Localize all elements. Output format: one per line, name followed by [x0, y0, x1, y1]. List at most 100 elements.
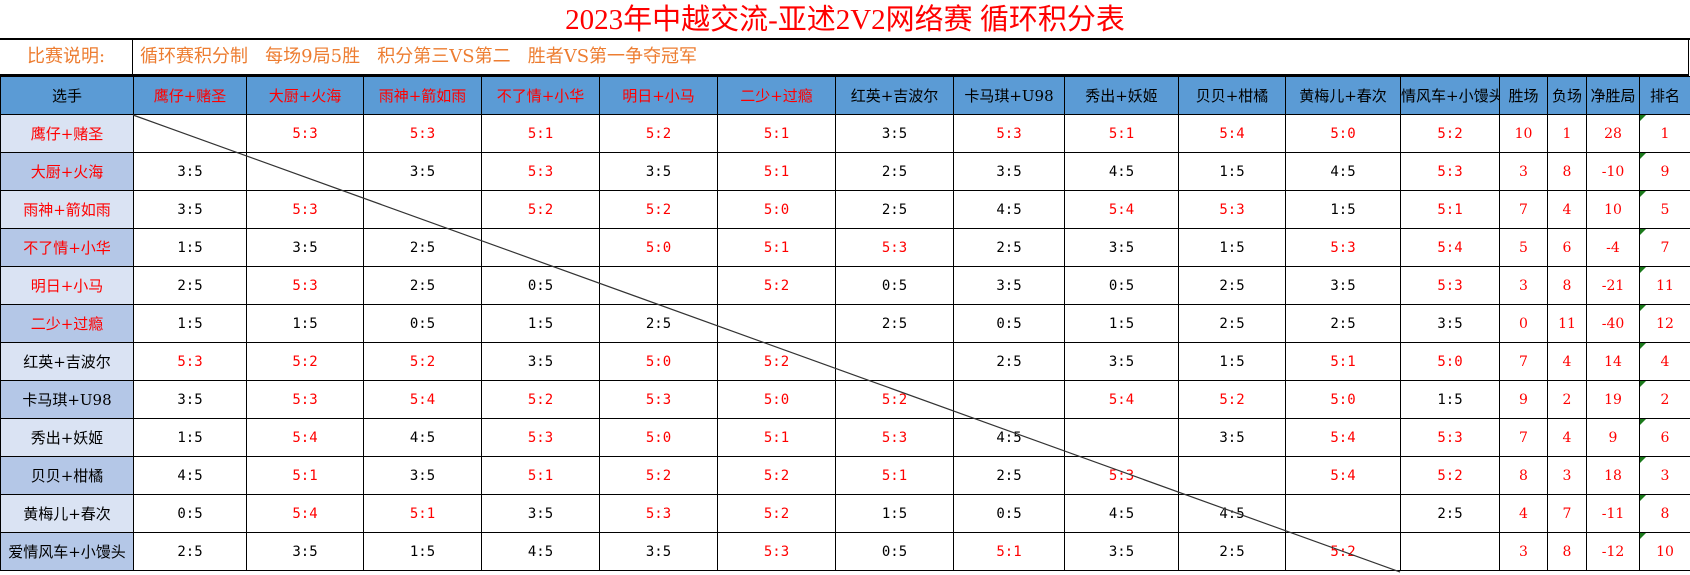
wins-cell: 7	[1499, 190, 1548, 229]
score-cell	[1178, 456, 1286, 495]
wins-cell: 9	[1499, 380, 1548, 419]
score-cell: 5:4	[1178, 114, 1286, 153]
score-cell: 5:0	[1285, 114, 1401, 153]
net-cell: 10	[1586, 190, 1640, 229]
losses-cell: 3	[1547, 456, 1587, 495]
score-cell: 5:1	[835, 456, 954, 495]
rank-cell: 10	[1639, 532, 1690, 571]
score-cell: 5:3	[1285, 228, 1401, 267]
score-cell: 5:3	[1400, 266, 1500, 305]
net-cell: 14	[1586, 342, 1640, 381]
losses-cell: 8	[1547, 152, 1587, 191]
rank-cell: 5	[1639, 190, 1690, 229]
losses-cell: 2	[1547, 380, 1587, 419]
score-cell	[717, 304, 836, 343]
score-cell: 5:0	[599, 418, 718, 457]
score-cell: 2:5	[363, 266, 482, 305]
losses-cell: 7	[1547, 494, 1587, 533]
score-cell: 0:5	[1064, 266, 1179, 305]
score-cell	[1064, 418, 1179, 457]
score-cell: 2:5	[1178, 532, 1286, 571]
score-cell: 2:5	[835, 152, 954, 191]
header-wins: 胜场	[1499, 76, 1548, 115]
wins-cell: 7	[1499, 342, 1548, 381]
header-team: 雨神+箭如雨	[363, 76, 482, 115]
score-cell: 5:3	[1064, 456, 1179, 495]
score-cell: 1:5	[481, 304, 600, 343]
score-cell: 3:5	[953, 266, 1065, 305]
score-cell: 1:5	[133, 418, 247, 457]
score-cell: 5:2	[835, 380, 954, 419]
score-cell: 3:5	[133, 380, 247, 419]
net-cell: -10	[1586, 152, 1640, 191]
score-cell: 5:2	[1178, 380, 1286, 419]
score-cell: 3:5	[953, 152, 1065, 191]
wins-cell: 5	[1499, 228, 1548, 267]
player-name: 大厨+火海	[0, 152, 134, 191]
score-cell: 5:2	[599, 190, 718, 229]
losses-cell: 11	[1547, 304, 1587, 343]
score-cell: 4:5	[133, 456, 247, 495]
page-title: 2023年中越交流-亚述2V2网络赛 循环积分表	[0, 0, 1690, 40]
score-cell: 5:3	[953, 114, 1065, 153]
score-cell: 4:5	[953, 190, 1065, 229]
score-cell: 0:5	[835, 532, 954, 571]
score-cell: 5:3	[246, 114, 364, 153]
header-team: 情风车+小馒头	[1400, 76, 1500, 115]
header-team: 鹰仔+赌圣	[133, 76, 247, 115]
score-cell: 5:2	[717, 494, 836, 533]
score-cell: 2:5	[363, 228, 482, 267]
score-cell: 2:5	[953, 342, 1065, 381]
table-row: 卡马琪+U98 3:5 5:3 5:4 5:2 5:3 5:0 5:2 5:4 5:2 5:0 1:5…	[0, 380, 1690, 419]
score-cell: 5:2	[1400, 114, 1500, 153]
score-cell: 5:4	[246, 418, 364, 457]
score-cell: 5:1	[717, 228, 836, 267]
score-cell: 5:3	[1400, 152, 1500, 191]
table-row: 明日+小马 2:5 5:3 2:5 0:5 5:2 0:5 3:5 0:5 2:5 3:5 5:3 3 8…	[0, 266, 1690, 305]
player-name: 雨神+箭如雨	[0, 190, 134, 229]
net-cell: -12	[1586, 532, 1640, 571]
header-team: 卡马琪+U98	[953, 76, 1065, 115]
score-cell: 3:5	[481, 342, 600, 381]
score-cell	[363, 190, 482, 229]
score-cell: 2:5	[133, 532, 247, 571]
rank-cell: 9	[1639, 152, 1690, 191]
table-row: 红英+吉波尔 5:3 5:2 5:2 3:5 5:0 5:2 2:5 3:5 1:5 5:1 5:0 7…	[0, 342, 1690, 381]
score-cell: 3:5	[1285, 266, 1401, 305]
header-rank: 排名	[1639, 76, 1690, 115]
rank-cell: 2	[1639, 380, 1690, 419]
score-cell: 5:1	[246, 456, 364, 495]
rank-cell: 6	[1639, 418, 1690, 457]
header-team: 不了情+小华	[481, 76, 600, 115]
score-cell: 3:5	[1064, 228, 1179, 267]
score-cell: 5:1	[481, 114, 600, 153]
header-team: 二少+过瘾	[717, 76, 836, 115]
score-cell	[133, 114, 247, 153]
score-cell: 5:3	[481, 418, 600, 457]
score-cell: 1:5	[363, 532, 482, 571]
score-cell: 4:5	[1064, 152, 1179, 191]
score-cell: 5:0	[717, 380, 836, 419]
score-cell: 3:5	[363, 152, 482, 191]
player-name: 二少+过瘾	[0, 304, 134, 343]
header-team: 大厨+火海	[246, 76, 364, 115]
score-cell: 5:0	[599, 228, 718, 267]
rank-cell: 3	[1639, 456, 1690, 495]
score-cell	[481, 228, 600, 267]
score-cell	[246, 152, 364, 191]
score-cell: 5:4	[246, 494, 364, 533]
score-cell: 0:5	[363, 304, 482, 343]
player-name: 黄梅儿+春次	[0, 494, 134, 533]
header-team: 秀出+妖姬	[1064, 76, 1179, 115]
score-cell: 5:0	[717, 190, 836, 229]
table-row: 爱情风车+小馒头 2:5 3:5 1:5 4:5 3:5 5:3 0:5 5:1 3:5 2:5 5:…	[0, 532, 1690, 571]
rank-cell: 1	[1639, 114, 1690, 153]
header-team: 明日+小马	[599, 76, 718, 115]
score-cell: 5:0	[1400, 342, 1500, 381]
score-cell: 5:1	[1064, 114, 1179, 153]
header-row: 选手 鹰仔+赌圣 大厨+火海 雨神+箭如雨 不了情+小华 明日+小马 二少+过瘾 红英+吉波…	[0, 76, 1690, 115]
score-cell: 5:3	[363, 114, 482, 153]
score-cell: 5:2	[599, 456, 718, 495]
losses-cell: 4	[1547, 342, 1587, 381]
player-name: 卡马琪+U98	[0, 380, 134, 419]
